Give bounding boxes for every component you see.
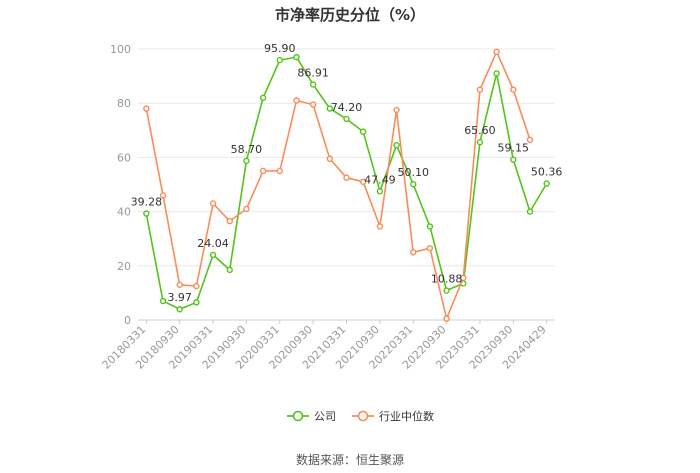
data-point-1 [176,306,183,313]
data-point-1 [493,70,500,77]
legend-circle-marker [357,410,369,422]
data-point-2 [309,101,317,108]
data-point-1 [293,53,300,61]
data-label: 39.28 [131,196,163,209]
legend-circle-marker [292,410,304,422]
data-label: 50.36 [531,166,563,179]
data-point-1 [276,56,283,64]
data-point-2 [143,105,150,112]
axis-layer: 0204060801002018033120180930201903312019… [100,43,555,372]
data-point-1 [193,299,200,306]
data-label: 24.04 [197,237,229,250]
data-point-2 [209,200,217,207]
y-tick-label: 100 [110,43,131,56]
data-point-1 [393,142,400,149]
data-point-2 [159,192,167,199]
data-point-1 [209,251,217,259]
y-tick-label: 80 [117,97,131,110]
data-point-2 [359,178,367,185]
data-point-1 [159,297,167,305]
data-point-1 [359,128,367,135]
data-point-1 [143,210,150,217]
data-point-2 [243,205,250,213]
y-tick-label: 40 [117,206,131,219]
data-label: 74.20 [331,101,363,114]
y-tick-label: 0 [124,314,131,327]
legend-label: 行业中位数 [379,409,434,423]
data-label: 86.91 [297,66,329,79]
data-point-1 [309,81,317,88]
data-point-2 [176,281,183,288]
data-point-2 [276,167,283,175]
data-point-2 [376,223,384,230]
legend-item-1[interactable]: 公司 [287,410,336,423]
data-point-1 [543,180,550,187]
legend[interactable]: 公司 行业中位数 [287,409,434,423]
legend-label: 公司 [314,410,336,423]
data-point-1 [326,105,334,112]
data-point-2 [410,249,417,256]
data-point-1 [343,115,350,123]
series-line-1 [145,56,548,311]
label-layer: 39.283.9724.0458.7095.9086.9174.2047.495… [131,42,563,304]
data-label: 59.15 [498,142,530,155]
data-point-1 [476,139,484,146]
data-point-2 [193,282,200,290]
grid-layer [138,48,555,267]
data-label: 47.49 [364,173,396,186]
series-layer [143,48,550,322]
y-tick-label: 20 [117,260,131,273]
data-point-1 [443,287,450,294]
data-point-2 [476,86,484,93]
data-point-2 [443,315,450,322]
data-point-1 [226,266,233,274]
data-point-2 [343,174,350,181]
data-label: 58.70 [231,143,263,156]
data-point-1 [410,181,417,188]
data-point-1 [243,157,250,165]
data-label: 10.88 [431,273,463,286]
legend-item-2[interactable]: 行业中位数 [352,409,434,423]
data-label: 65.60 [464,124,496,137]
data-point-1 [510,156,517,163]
data-point-1 [376,188,384,195]
data-label: 3.97 [167,291,192,304]
data-point-1 [526,208,534,215]
data-label: 95.90 [264,42,296,55]
data-point-1 [259,94,267,101]
data-point-2 [226,217,233,225]
source-note: 数据来源：恒生聚源 [295,453,404,467]
data-label: 50.10 [397,166,429,179]
data-point-2 [259,167,267,175]
data-point-2 [510,86,517,93]
data-point-2 [460,274,467,282]
data-point-1 [426,223,434,230]
series-line-2 [145,50,531,320]
data-point-2 [493,48,500,55]
data-point-2 [326,155,334,162]
data-point-2 [526,136,534,143]
data-point-2 [393,106,400,114]
data-point-2 [426,244,434,252]
data-point-2 [293,97,300,104]
y-tick-label: 60 [117,151,131,164]
chart-title: 市净率历史分位（%） [274,6,426,24]
